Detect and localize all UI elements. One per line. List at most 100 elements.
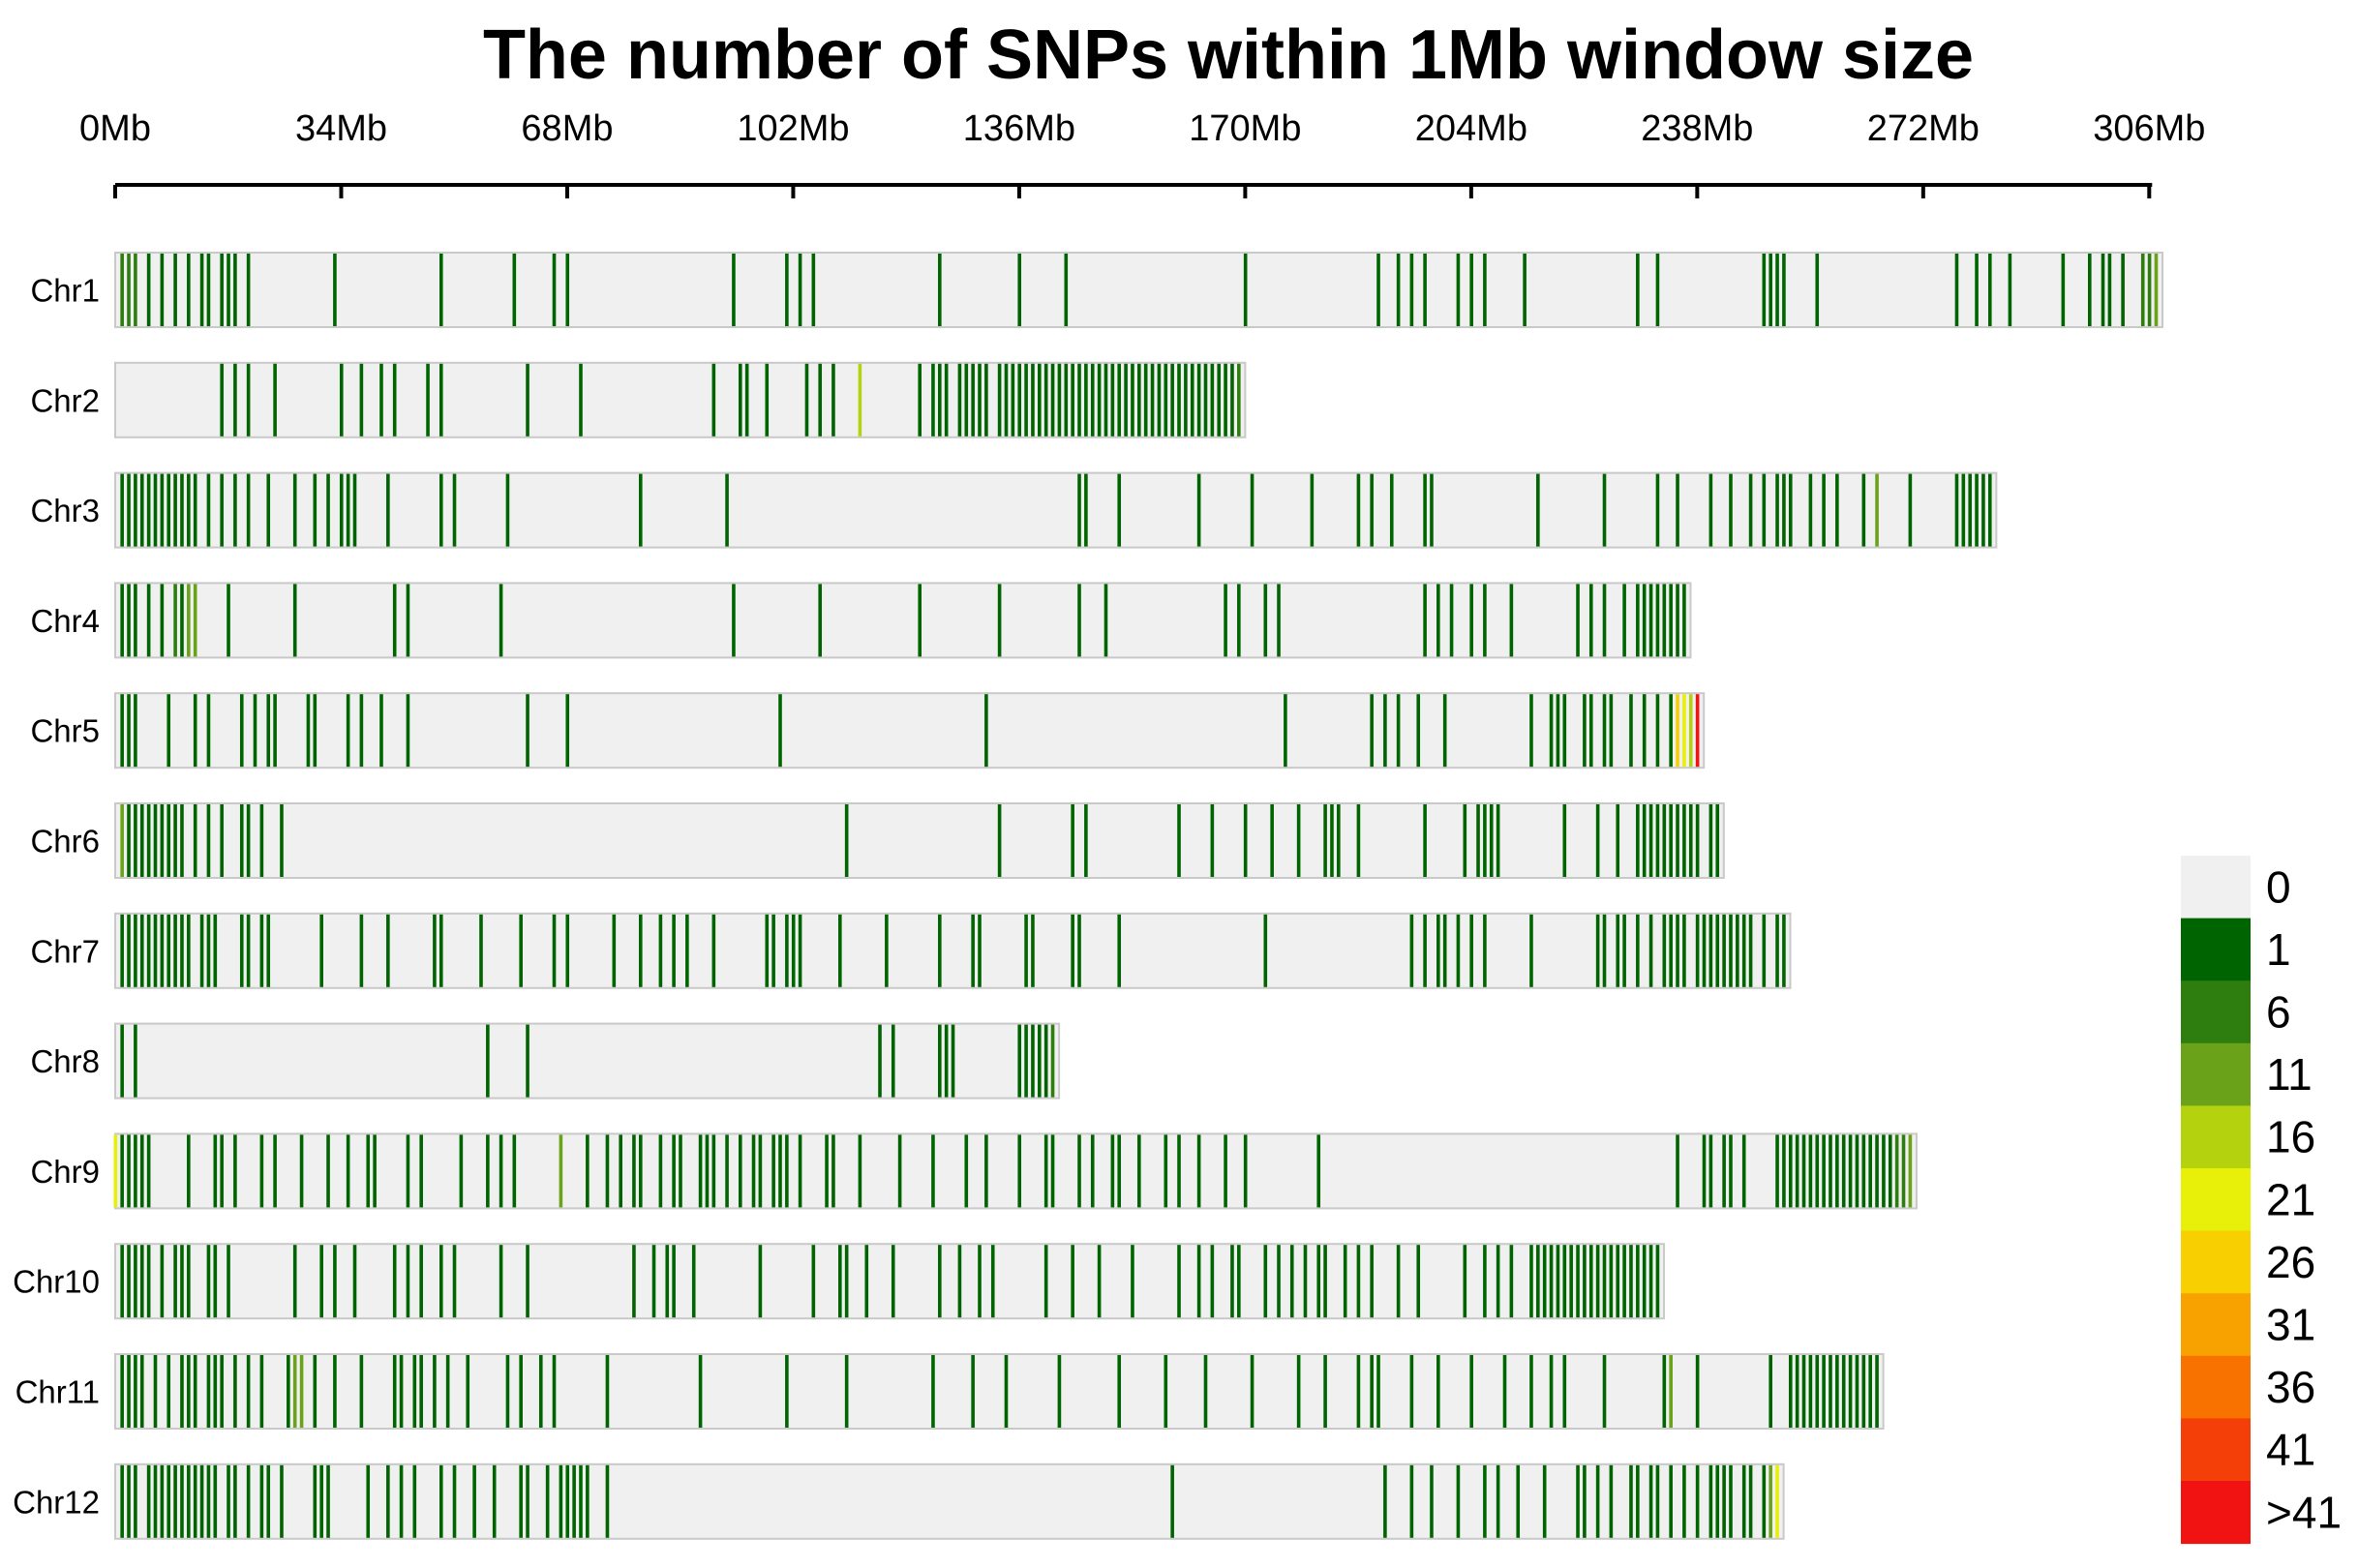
snp-bin-mark <box>918 584 922 657</box>
snp-bin-mark <box>180 473 184 547</box>
snp-bin-mark <box>1476 804 1480 877</box>
snp-bin-mark <box>831 1134 835 1208</box>
snp-bin-mark <box>2008 254 2012 326</box>
snp-bin-mark <box>691 1245 696 1318</box>
snp-bin-mark <box>1296 804 1301 877</box>
snp-bin-mark <box>259 1355 264 1428</box>
snp-bin-mark <box>1662 1355 1667 1428</box>
snp-bin-mark <box>938 254 942 326</box>
snp-bin-mark <box>605 1134 610 1208</box>
snp-bin-mark <box>1775 254 1779 326</box>
snp-bin-mark <box>1768 1355 1772 1428</box>
snp-bin-mark <box>1695 804 1700 877</box>
snp-bin-mark <box>193 584 197 657</box>
snp-bin-mark <box>1043 1245 1048 1318</box>
snp-bin-mark <box>412 1464 417 1538</box>
snp-bin-mark <box>1562 1355 1567 1428</box>
chromosome-track: Chr10 <box>13 1243 1666 1320</box>
snp-bin-mark <box>319 1464 323 1538</box>
snp-bin-mark <box>1861 1134 1866 1208</box>
snp-bin-mark <box>1150 363 1155 437</box>
snp-bin-mark <box>1655 584 1660 657</box>
snp-bin-mark <box>1310 473 1315 547</box>
snp-bin-mark <box>419 1134 423 1208</box>
snp-bin-mark <box>1722 914 1726 987</box>
snp-bin-mark <box>1861 473 1866 547</box>
snp-bin-mark <box>1316 1134 1321 1208</box>
snp-bin-mark <box>1343 1245 1347 1318</box>
snp-bin-mark <box>1715 1464 1720 1538</box>
snp-bin-mark <box>1217 363 1222 437</box>
snp-bin-mark <box>526 694 529 768</box>
snp-bin-mark <box>971 363 975 437</box>
snp-bin-mark <box>134 1134 137 1208</box>
snp-bin-mark <box>438 1245 443 1318</box>
snp-bin-mark <box>379 694 383 768</box>
snp-bin-mark <box>1356 473 1361 547</box>
legend-swatch <box>2181 1355 2251 1419</box>
snp-bin-mark <box>1210 363 1215 437</box>
snp-bin-mark <box>725 1134 729 1208</box>
snp-bin-mark <box>1303 1245 1308 1318</box>
chromosome-track: Chr5 <box>30 692 1706 769</box>
snp-bin-mark <box>1662 914 1667 987</box>
snp-bin-mark <box>1170 1464 1174 1538</box>
snp-bin-mark <box>1117 473 1122 547</box>
snp-bin-mark <box>751 1134 756 1208</box>
snp-bin-mark <box>266 914 271 987</box>
snp-bin-mark <box>1017 1024 1022 1098</box>
snp-bin-mark <box>891 1245 895 1318</box>
snp-bin-mark <box>173 1464 177 1538</box>
snp-bin-mark <box>433 1355 437 1428</box>
snp-bin-mark <box>1562 1245 1567 1318</box>
snp-bin-mark <box>1549 1245 1554 1318</box>
snp-bin-mark <box>1782 254 1786 326</box>
snp-bin-mark <box>1602 473 1607 547</box>
chromosome-track: Chr1 <box>30 252 2164 328</box>
legend-label: 6 <box>2266 987 2291 1038</box>
snp-bin-mark <box>1788 1355 1793 1428</box>
snp-bin-mark <box>1469 254 1473 326</box>
chromosome-bar <box>114 1353 1885 1430</box>
snp-bin-mark <box>1748 914 1753 987</box>
snp-bin-mark <box>1131 363 1134 437</box>
snp-bin-mark <box>239 694 244 768</box>
chromosome-label: Chr10 <box>13 1264 100 1300</box>
snp-bin-mark <box>632 1245 636 1318</box>
snp-bin-mark <box>1143 363 1148 437</box>
snp-bin-mark <box>1762 1464 1767 1538</box>
snp-bin-mark <box>1224 1134 1227 1208</box>
snp-bin-mark <box>438 473 443 547</box>
snp-bin-mark <box>134 1024 137 1098</box>
snp-bin-mark <box>505 473 510 547</box>
snp-bin-mark <box>1203 363 1208 437</box>
snp-bin-mark <box>366 1134 371 1208</box>
snp-bin-mark <box>971 1355 975 1428</box>
snp-bin-mark <box>346 473 350 547</box>
chromosome-bar <box>114 1243 1666 1320</box>
snp-bin-mark <box>1748 473 1753 547</box>
snp-bin-mark <box>499 1245 503 1318</box>
snp-bin-mark <box>120 1464 124 1538</box>
snp-bin-mark <box>785 254 789 326</box>
snp-bin-mark <box>1583 1245 1587 1318</box>
snp-bin-mark <box>438 254 443 326</box>
snp-bin-mark <box>1103 363 1108 437</box>
snp-bin-mark <box>1031 363 1035 437</box>
x-tick-label: 102Mb <box>737 108 849 149</box>
legend-swatch <box>2181 856 2251 920</box>
snp-bin-mark <box>1782 914 1786 987</box>
snp-bin-mark <box>1117 1355 1122 1428</box>
snp-bin-mark <box>1337 804 1341 877</box>
chromosome-track: Chr3 <box>30 471 1998 549</box>
snp-bin-mark <box>1762 473 1767 547</box>
snp-bin-mark <box>1449 584 1454 657</box>
snp-bin-mark <box>1243 804 1248 877</box>
snp-bin-mark <box>1622 914 1626 987</box>
snp-bin-mark <box>120 1134 124 1208</box>
snp-bin-mark <box>313 694 317 768</box>
snp-bin-mark <box>233 363 237 437</box>
snp-bin-mark <box>1968 473 1972 547</box>
snp-bin-mark <box>1196 363 1201 437</box>
snp-bin-mark <box>199 254 204 326</box>
